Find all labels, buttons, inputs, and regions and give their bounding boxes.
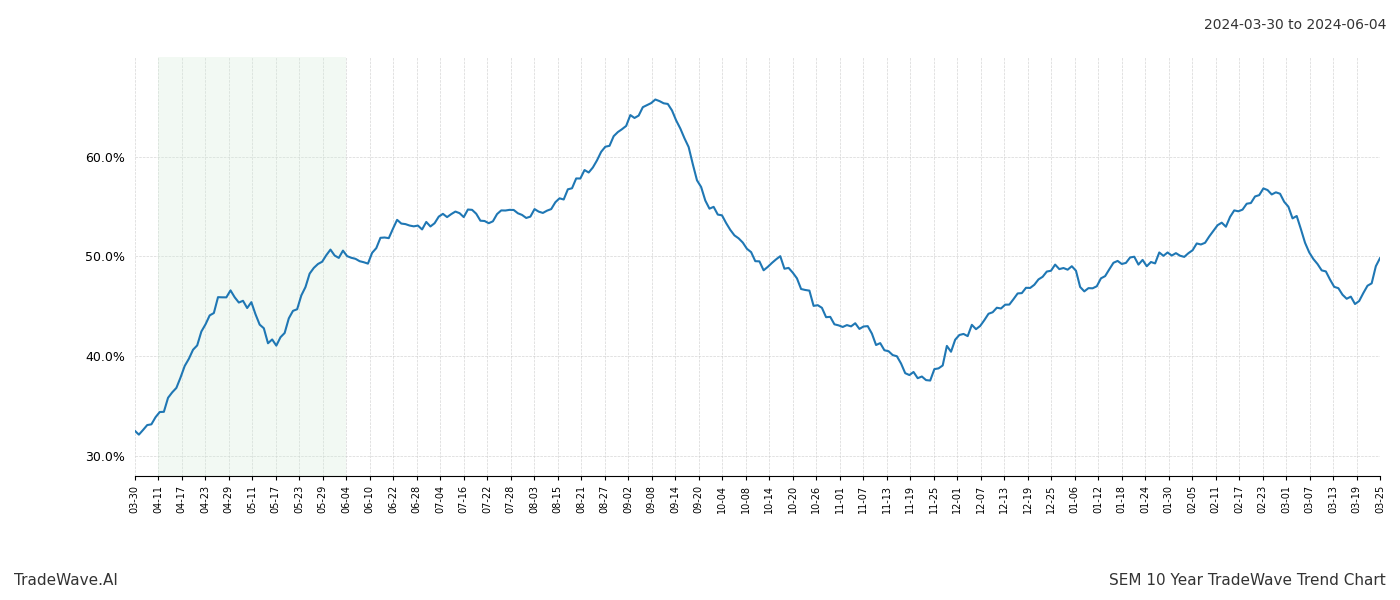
Text: SEM 10 Year TradeWave Trend Chart: SEM 10 Year TradeWave Trend Chart <box>1109 573 1386 588</box>
Text: 2024-03-30 to 2024-06-04: 2024-03-30 to 2024-06-04 <box>1204 18 1386 32</box>
Bar <box>158 57 346 476</box>
Text: TradeWave.AI: TradeWave.AI <box>14 573 118 588</box>
